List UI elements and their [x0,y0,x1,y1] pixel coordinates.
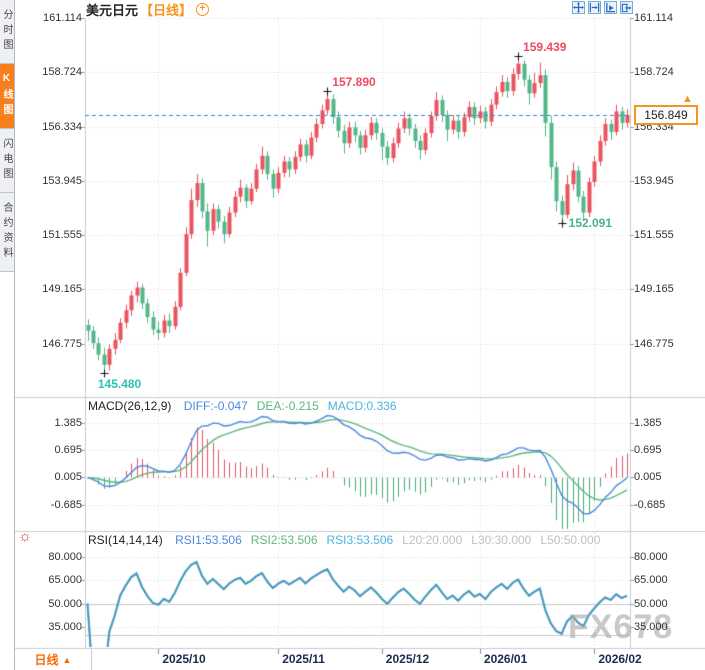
macd-y-label-right: 1.385 [634,417,662,429]
rsi-y-label-right: 35.000 [634,620,668,633]
macd-y-label-right: 0.005 [634,471,662,484]
rsi-y-label-left: 65.000 [48,574,82,587]
sidebar-tab-1[interactable]: 分时图 [0,0,14,64]
rsi-y-label-right: 80.000 [634,551,668,563]
rsi-y-label-right: 65.000 [634,574,668,587]
rsi-header-value-5: L30:30.000 [471,533,532,547]
dropdown-arrow-icon: ▲ [62,654,72,665]
macd-header: MACD(26,12,9) DIFF:-0.047 DEA:-0.215 MACD:… [88,399,406,413]
x-axis-scale-icon[interactable] [604,1,617,14]
macd-y-label-left: 1.385 [54,417,82,429]
bottom-bar: 日线 ▲ 2025/10 2025/11 2025/12 2026/01 2026/02 [14,649,705,670]
macd-header-value-2: DEA:-0.215 [256,399,319,413]
last-price-box: 156.849 [634,104,698,125]
rsi-header-value-2: RSI2:53.506 [250,533,318,547]
price-annotation: 159.439 [523,40,567,55]
watermark: FX678 [568,608,674,646]
rsi-title: RSI(14,14,14) [88,533,163,547]
macd-y-label-right: 0.695 [634,444,662,457]
macd-header-value-3: MACD:0.336 [327,399,397,413]
rsi-y-label-left: 80.000 [48,551,82,563]
x-axis-label: 2026/02 [598,652,642,666]
marker-sun-icon: ☼ [18,528,32,545]
sidebar: 分时图 K线图 闪电图 合约资料 [0,0,15,670]
rsi-header-value-4: L20:20.000 [402,533,463,547]
chart-header: 美元日元 【日线】 + [86,1,210,18]
rsi-header-value-1: RSI1:53.506 [175,533,242,547]
main-y-label-right: 146.775 [634,337,674,350]
sidebar-tab-4[interactable]: 合约资料 [0,193,14,272]
macd-header-value-1: DIFF:-0.047 [183,399,248,413]
main-y-label-left: 146.775 [42,337,82,350]
main-y-label-right: 153.945 [634,174,674,187]
macd-y-label-left: 0.005 [54,471,82,484]
crosshair-move-icon[interactable] [572,1,585,14]
sidebar-tab-3[interactable]: 闪电图 [0,129,14,193]
macd-y-label-right: -0.685 [634,498,666,511]
main-y-label-left: 153.945 [42,174,82,187]
rsi-header-value-3: RSI3:53.506 [326,533,394,547]
rsi-y-label-right: 50.000 [634,597,668,610]
add-indicator-icon[interactable]: + [196,2,210,16]
period-tag: 【日线】 [140,2,193,18]
main-y-label-left: 158.724 [42,66,82,79]
y-axis-scale-icon[interactable] [588,1,601,14]
period-selector[interactable]: 日线 ▲ [15,649,92,670]
main-y-label-left: 151.555 [42,229,82,242]
macd-y-label-left: -0.685 [50,498,82,511]
rsi-header: RSI(14,14,14) RSI1:53.506 RSI2:53.506 RSI3… [88,533,609,547]
rsi-y-label-left: 50.000 [48,597,82,610]
toolbar [572,1,633,14]
price-annotation: 145.480 [97,377,142,392]
symbol-title: 美元日元 [86,2,139,18]
x-axis-label: 2025/10 [162,652,206,666]
main-y-label-right: 158.724 [634,66,674,79]
main-y-label-left: 149.165 [42,283,82,296]
main-y-label-left: 161.114 [43,12,82,24]
price-up-arrow-icon: ▲ [682,92,693,105]
macd-y-label-left: 0.695 [54,444,82,457]
main-y-label-right: 149.165 [634,283,674,296]
rsi-y-label-left: 35.000 [48,620,82,633]
sidebar-tab-2[interactable]: K线图 [0,64,14,129]
price-annotation: 152.091 [568,216,613,230]
x-axis-label: 2025/12 [385,652,430,666]
main-y-label-right: 161.114 [634,12,673,24]
x-axis-label: 2026/01 [483,652,528,666]
period-selector-label: 日线 [34,653,59,667]
main-y-label-left: 156.334 [42,120,82,133]
main-y-label-right: 151.555 [634,229,674,242]
macd-title: MACD(26,12,9) [88,399,172,413]
x-axis-label: 2025/11 [282,652,325,666]
price-annotation: 157.890 [332,75,376,90]
rsi-header-value-6: L50:50.000 [540,533,601,547]
popout-icon[interactable] [620,1,633,14]
